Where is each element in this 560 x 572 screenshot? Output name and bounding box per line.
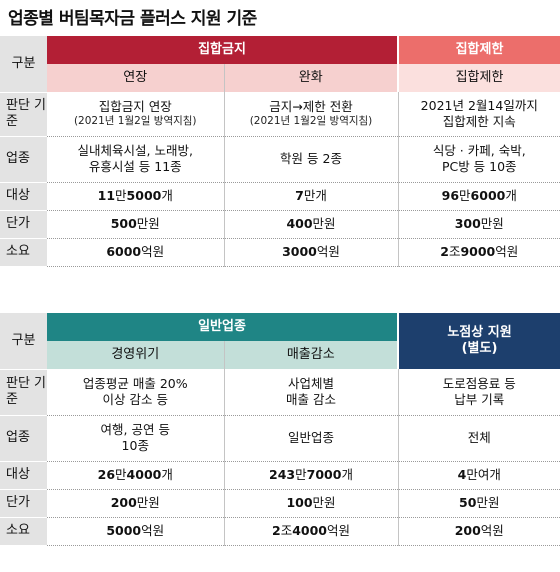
- required-relaxation: 3000억원: [223, 238, 398, 267]
- target-extension: 11만5000개: [47, 182, 224, 211]
- table-gathering: 구분 집합금지 집합제한 연장 완화 집합제한 판단 기준 집합금지 연장 (20…: [0, 36, 560, 267]
- industry-restrict: 식당 · 카페, 숙박, PC방 등 10종: [397, 136, 560, 183]
- row-label-criteria: 판단 기준: [0, 92, 47, 137]
- group-general-header: 일반업종: [47, 313, 398, 341]
- sub-restrict: 집합제한: [397, 64, 560, 92]
- target-crisis: 26만4000개: [47, 461, 224, 490]
- row-label-price: 단가: [0, 210, 47, 239]
- row-label-price-2: 단가: [0, 489, 47, 518]
- criteria-sales-drop: 사업체별 매출 감소: [223, 369, 398, 416]
- sub-extension: 연장: [47, 64, 224, 92]
- criteria-crisis: 업종평균 매출 20% 이상 감소 등: [47, 369, 224, 416]
- header-category: 구분: [0, 36, 47, 93]
- industry-relaxation: 학원 등 2종: [223, 136, 398, 183]
- row-label-industry-2: 업종: [0, 415, 47, 462]
- industry-crisis: 여행, 공연 등 10종: [47, 415, 224, 462]
- price-sales-drop: 100만원: [223, 489, 398, 518]
- required-extension: 6000억원: [47, 238, 224, 267]
- row-label-required-2: 소요: [0, 517, 47, 546]
- row-label-industry: 업종: [0, 136, 47, 183]
- row-label-criteria-2: 판단 기준: [0, 369, 47, 416]
- industry-extension: 실내체육시설, 노래방, 유흥시설 등 11종: [47, 136, 224, 183]
- required-sales-drop: 2조4000억원: [223, 517, 398, 546]
- group-ban-header: 집합금지: [47, 36, 398, 64]
- criteria-restrict: 2021년 2월14일까지 집합제한 지속: [397, 92, 560, 137]
- required-crisis: 5000억원: [47, 517, 224, 546]
- target-restrict: 96만6000개: [397, 182, 560, 211]
- price-relaxation: 400만원: [223, 210, 398, 239]
- row-label-target-2: 대상: [0, 461, 47, 490]
- row-label-target: 대상: [0, 182, 47, 211]
- page-title: 업종별 버팀목자금 플러스 지원 기준: [8, 9, 257, 29]
- sub-sales-drop: 매출감소: [223, 341, 398, 369]
- sub-relaxation: 완화: [223, 64, 398, 92]
- sub-crisis: 경영위기: [47, 341, 224, 369]
- criteria-relaxation: 금지→제한 전환 (2021년 1월2일 방역지침): [223, 92, 398, 137]
- required-street-vendor: 200억원: [397, 517, 560, 546]
- target-street-vendor: 4만여개: [397, 461, 560, 490]
- criteria-street-vendor: 도로점용료 등 납부 기록: [397, 369, 560, 416]
- industry-street-vendor: 전체: [397, 415, 560, 462]
- price-extension: 500만원: [47, 210, 224, 239]
- price-crisis: 200만원: [47, 489, 224, 518]
- criteria-extension: 집합금지 연장 (2021년 1월2일 방역지침): [47, 92, 224, 137]
- header-category-2: 구분: [0, 313, 47, 370]
- price-street-vendor: 50만원: [397, 489, 560, 518]
- group-street-vendor-header: 노점상 지원 (별도): [397, 313, 560, 369]
- required-restrict: 2조9000억원: [397, 238, 560, 267]
- target-relaxation: 7만개: [223, 182, 398, 211]
- target-sales-drop: 243만7000개: [223, 461, 398, 490]
- row-label-required: 소요: [0, 238, 47, 267]
- price-restrict: 300만원: [397, 210, 560, 239]
- group-restrict-header: 집합제한: [397, 36, 560, 64]
- industry-sales-drop: 일반업종: [223, 415, 398, 462]
- table-general: 구분 일반업종 노점상 지원 (별도) 경영위기 매출감소 판단 기준 업종평균 …: [0, 313, 560, 546]
